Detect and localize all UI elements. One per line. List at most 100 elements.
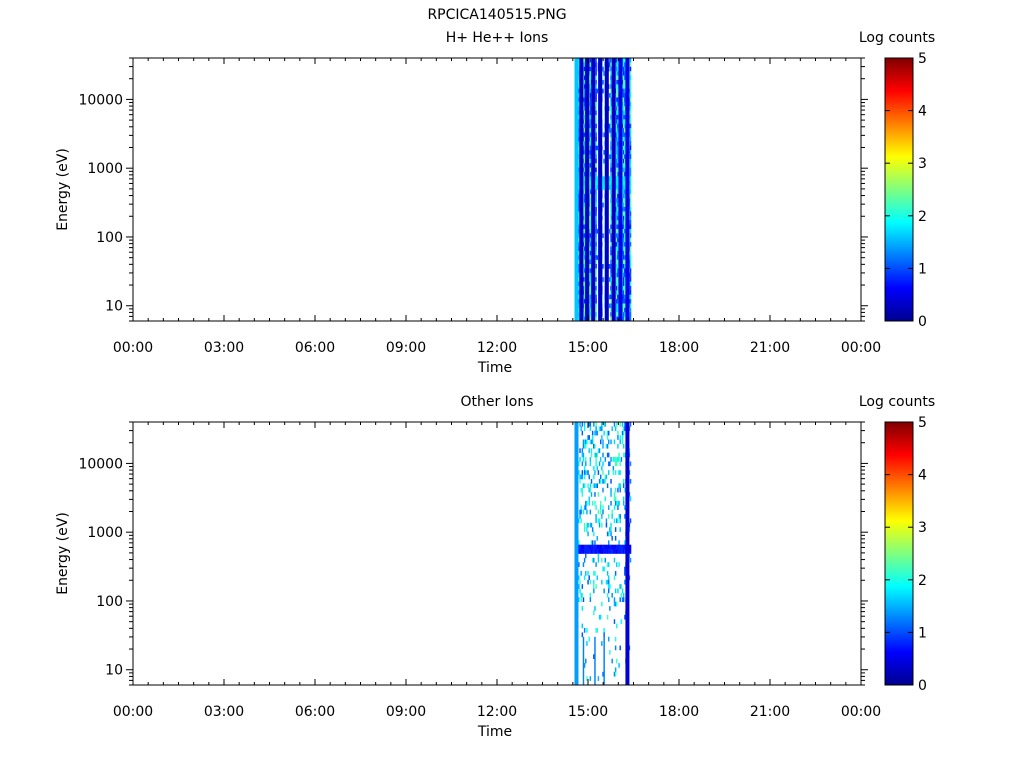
spectrogram-cell [622,207,625,212]
spectrogram-cell [583,259,586,265]
spectrogram-cell [629,544,632,550]
spectrogram-cell [596,575,598,581]
spectrogram-cell [616,264,618,269]
spectrogram-cell [621,312,624,317]
spectrogram-cell [583,426,586,432]
spectrogram-cell [624,207,626,212]
spectrogram-cell [629,557,632,563]
spectrogram-cell [594,452,596,458]
spectrogram-cell [583,106,586,111]
spectrogram-cell [621,62,624,68]
spectrogram-cell [622,185,625,190]
spectrogram-cell [610,303,612,309]
spectrogram-cell [583,97,586,103]
spectrogram-cell [624,299,626,304]
spectrogram-cell [622,294,625,300]
spectrogram-cell [589,145,592,151]
spectrogram-cell [582,220,585,225]
spectrogram-cell [583,483,586,489]
spectrogram-cell [595,71,597,76]
spectrogram-cell [619,645,621,651]
spectrogram-cell [589,268,592,274]
spectrogram-cell [621,171,624,177]
spectrogram-cell [595,88,597,94]
spectrogram-cell [595,128,597,133]
spectrogram-cell [619,527,621,532]
x-tick-label: 09:00 [386,340,426,356]
spectrogram-cell [621,198,624,203]
spectrogram-cell [594,549,596,554]
spectrogram-cell [581,461,584,467]
spectrogram-cell [595,207,597,212]
spectrogram-cell [589,316,592,322]
spectrogram-cell [622,119,625,125]
spectrogram-cell [604,496,607,502]
spectrogram-column [579,58,584,321]
spectrogram-cell [610,84,612,89]
colorbar-tick-label: 3 [918,156,927,172]
x-tick-label: 21:00 [750,340,790,356]
spectrogram-cell [589,106,592,111]
spectrogram-cell [601,549,603,554]
spectrogram-cell [581,549,584,554]
spectrogram-cell [621,290,624,295]
spectrogram-cell [614,496,617,502]
spectrogram-cell [622,215,625,221]
spectrogram-cell [616,246,618,252]
spectrogram-cell [578,110,580,116]
spectrogram-cell [583,58,586,63]
spectrogram-cell [595,316,597,322]
spectrogram-cell [578,540,580,546]
spectrogram-cell [610,487,612,493]
spectrogram-cell [588,233,590,239]
spectrogram-cell [602,505,604,510]
spectrogram-cell [585,461,587,467]
spectrogram-cell [617,277,619,282]
spectrogram-cell [582,158,585,164]
spectrogram-cell [595,505,597,510]
spectrogram-cell [616,202,618,208]
spectrogram-cell [597,549,600,554]
spectrogram-cell [599,439,602,445]
spectrogram-cell [618,457,620,462]
spectrogram-cell [578,228,580,234]
spectrogram-cell [588,176,590,182]
spectrogram-cell [609,294,611,300]
spectrogram-cell [616,422,618,427]
spectrogram-cell [583,215,586,221]
spectrogram-cell [629,101,632,107]
colorbar-tick-label: 5 [918,51,927,67]
spectrogram-cell [622,312,625,317]
spectrogram-cell [582,66,585,72]
spectrogram-cell [614,535,617,541]
spectrogram-cell [616,193,618,199]
spectrogram-cell [612,544,615,550]
spectrogram-cell [588,312,590,317]
spectrogram-cell [617,242,619,247]
colorbar-tick-label: 1 [918,261,927,277]
spectrogram-cell [621,97,624,103]
spectrogram-cell [603,176,605,182]
spectrogram-cell [610,75,612,81]
spectrogram-cell [609,62,611,68]
spectrogram-cell [622,66,625,72]
spectrogram-cell [582,114,585,120]
spectrogram-cell [629,303,632,309]
spectrogram-cell [618,562,620,567]
spectrogram-cell [589,461,592,467]
spectrogram-cell [593,579,595,585]
spectrogram-cell [582,307,585,313]
spectrogram-cell [608,430,610,436]
spectrogram-cell [616,101,618,107]
spectrogram-cell [578,255,580,260]
spectrogram-cell [578,215,580,221]
spectrogram-cell [583,128,586,133]
spectrogram-cell [578,145,580,151]
spectrogram-cell [624,281,626,287]
x-tick-label: 00:00 [841,704,881,720]
spectrogram-cell [622,597,625,603]
spectrogram-cell [583,264,586,269]
spectrogram-cell [583,299,586,304]
spectrogram-cell [624,277,626,282]
spectrogram-cell [595,110,597,116]
